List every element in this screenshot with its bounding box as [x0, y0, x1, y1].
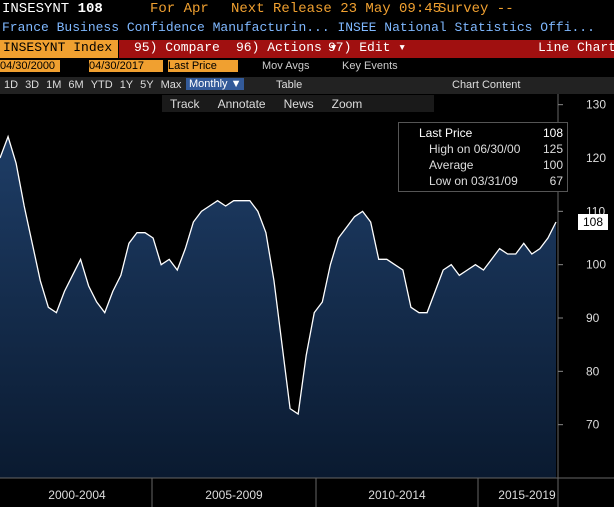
- tool-button[interactable]: Annotate: [217, 97, 266, 111]
- legend-row: Last Price 108: [405, 125, 563, 141]
- x-tick-label: 2005-2009: [205, 488, 263, 502]
- last-price-tag: [578, 214, 608, 230]
- legend-row: High on 06/30/00 125: [405, 141, 563, 157]
- y-tick-label: 120: [586, 151, 606, 165]
- ticker-last: 108: [77, 1, 103, 17]
- legend-value: 100: [542, 158, 563, 172]
- frequency[interactable]: Monthly ▼: [186, 78, 245, 90]
- period-button[interactable]: YTD: [90, 79, 113, 91]
- legend-label: Last Price: [419, 126, 473, 140]
- for-period: For Apr: [150, 1, 209, 17]
- end-date[interactable]: 04/30/2017: [89, 60, 163, 72]
- period-button[interactable]: 1D: [4, 79, 19, 91]
- tool-button[interactable]: Track: [170, 97, 200, 111]
- legend-row: Low on 03/31/09 67: [405, 173, 563, 189]
- y-tick-label: 100: [586, 258, 606, 272]
- y-tick-label: 70: [586, 418, 600, 432]
- y-tick-label: 80: [586, 364, 600, 378]
- x-tick-label: 2015-2019: [498, 488, 556, 502]
- periods: 1D 3D 1M 6M YTD 1Y 5Y Max: [4, 79, 188, 91]
- period-button[interactable]: 3D: [25, 79, 40, 91]
- field-select[interactable]: Last Price: [168, 60, 238, 72]
- chart-content[interactable]: Chart Content: [452, 79, 521, 91]
- edit-button[interactable]: 97) Edit ▾: [328, 40, 407, 55]
- tool-bar: [162, 95, 434, 112]
- period-button[interactable]: 1Y: [119, 79, 134, 91]
- security[interactable]: INSESYNT Index: [0, 40, 118, 58]
- legend-value: 108: [542, 126, 563, 140]
- price-line: [0, 134, 557, 416]
- ticker: INSESYNT 108: [2, 1, 103, 17]
- area: [0, 136, 556, 478]
- period-button[interactable]: 6M: [68, 79, 84, 91]
- y-tick-label: 90: [586, 311, 600, 325]
- x-tick-label: 2010-2014: [368, 488, 426, 502]
- tools: Track Annotate News Zoom: [170, 97, 380, 111]
- view-button[interactable]: Line Chart: [538, 40, 614, 55]
- key-events[interactable]: Key Events: [342, 60, 398, 72]
- description: France Business Confidence Manufacturin.…: [2, 20, 595, 35]
- table-button[interactable]: Table: [276, 79, 303, 91]
- legend-value: 125: [542, 142, 563, 156]
- last-price-label: 108: [583, 215, 603, 229]
- legend-value: 67: [549, 174, 563, 188]
- compare-button[interactable]: 95) Compare: [134, 40, 220, 55]
- legend: [398, 122, 568, 192]
- period-button[interactable]: 5Y: [140, 79, 154, 91]
- tool-button[interactable]: News: [283, 97, 314, 111]
- mov-avgs[interactable]: Mov Avgs: [262, 60, 310, 72]
- actions-button[interactable]: 96) Actions ▾: [236, 40, 338, 55]
- period-bar: [0, 77, 614, 94]
- ticker-code: INSESYNT: [2, 1, 70, 17]
- action-bar: [119, 40, 614, 58]
- y-tick-label: 130: [586, 98, 606, 112]
- survey: Survey --: [438, 1, 514, 17]
- next-release: Next Release 23 May 09:45: [231, 1, 442, 17]
- legend-rows: Last Price 108 High on 06/30/00 125 Average 1…: [405, 125, 563, 189]
- legend-label: Low on 03/31/09: [429, 174, 518, 188]
- tool-button[interactable]: Zoom: [331, 97, 363, 111]
- x-tick-label: 2000-2004: [48, 488, 106, 502]
- period-button[interactable]: 1M: [46, 79, 62, 91]
- legend-label: High on 06/30/00: [429, 142, 521, 156]
- period-button[interactable]: Max: [160, 79, 182, 91]
- legend-label: Average: [429, 158, 474, 172]
- legend-row: Average 100: [405, 157, 563, 173]
- start-date[interactable]: 04/30/2000: [0, 60, 60, 72]
